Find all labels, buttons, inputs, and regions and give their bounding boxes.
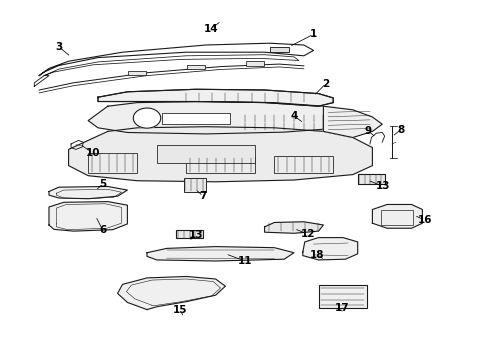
Polygon shape (372, 204, 422, 228)
Circle shape (133, 108, 161, 128)
Text: 6: 6 (99, 225, 106, 235)
Text: 4: 4 (290, 111, 298, 121)
Polygon shape (49, 202, 127, 231)
Text: 2: 2 (322, 78, 329, 89)
Bar (187, 65, 205, 69)
Bar (318, 285, 367, 308)
Text: 11: 11 (238, 256, 252, 266)
Bar (270, 47, 289, 52)
Polygon shape (49, 186, 127, 199)
Bar (246, 61, 264, 66)
Polygon shape (265, 222, 323, 233)
Text: 13: 13 (376, 181, 391, 192)
Polygon shape (98, 89, 333, 106)
Polygon shape (323, 106, 382, 138)
Bar (358, 174, 385, 184)
Text: 7: 7 (199, 191, 207, 201)
Text: 14: 14 (203, 24, 218, 34)
Polygon shape (303, 238, 358, 260)
Text: 8: 8 (397, 125, 404, 135)
Bar (381, 210, 413, 225)
Bar (128, 71, 146, 75)
Text: 13: 13 (189, 230, 203, 240)
Bar (157, 145, 255, 163)
Polygon shape (69, 127, 372, 182)
Text: 15: 15 (173, 305, 188, 315)
Bar (88, 153, 137, 173)
Text: 12: 12 (300, 229, 315, 239)
Bar (186, 157, 255, 173)
Bar (176, 230, 203, 238)
Text: 3: 3 (55, 42, 62, 52)
Bar (274, 156, 333, 173)
Polygon shape (88, 102, 353, 134)
Text: 5: 5 (99, 179, 106, 189)
Text: 16: 16 (418, 215, 433, 225)
Bar (184, 178, 206, 192)
Text: 9: 9 (365, 126, 372, 136)
Text: 1: 1 (310, 29, 317, 39)
Text: 18: 18 (310, 250, 325, 260)
Bar (162, 113, 230, 124)
Text: 10: 10 (86, 148, 100, 158)
Text: 17: 17 (335, 303, 349, 313)
Polygon shape (147, 247, 294, 261)
Polygon shape (118, 276, 225, 310)
